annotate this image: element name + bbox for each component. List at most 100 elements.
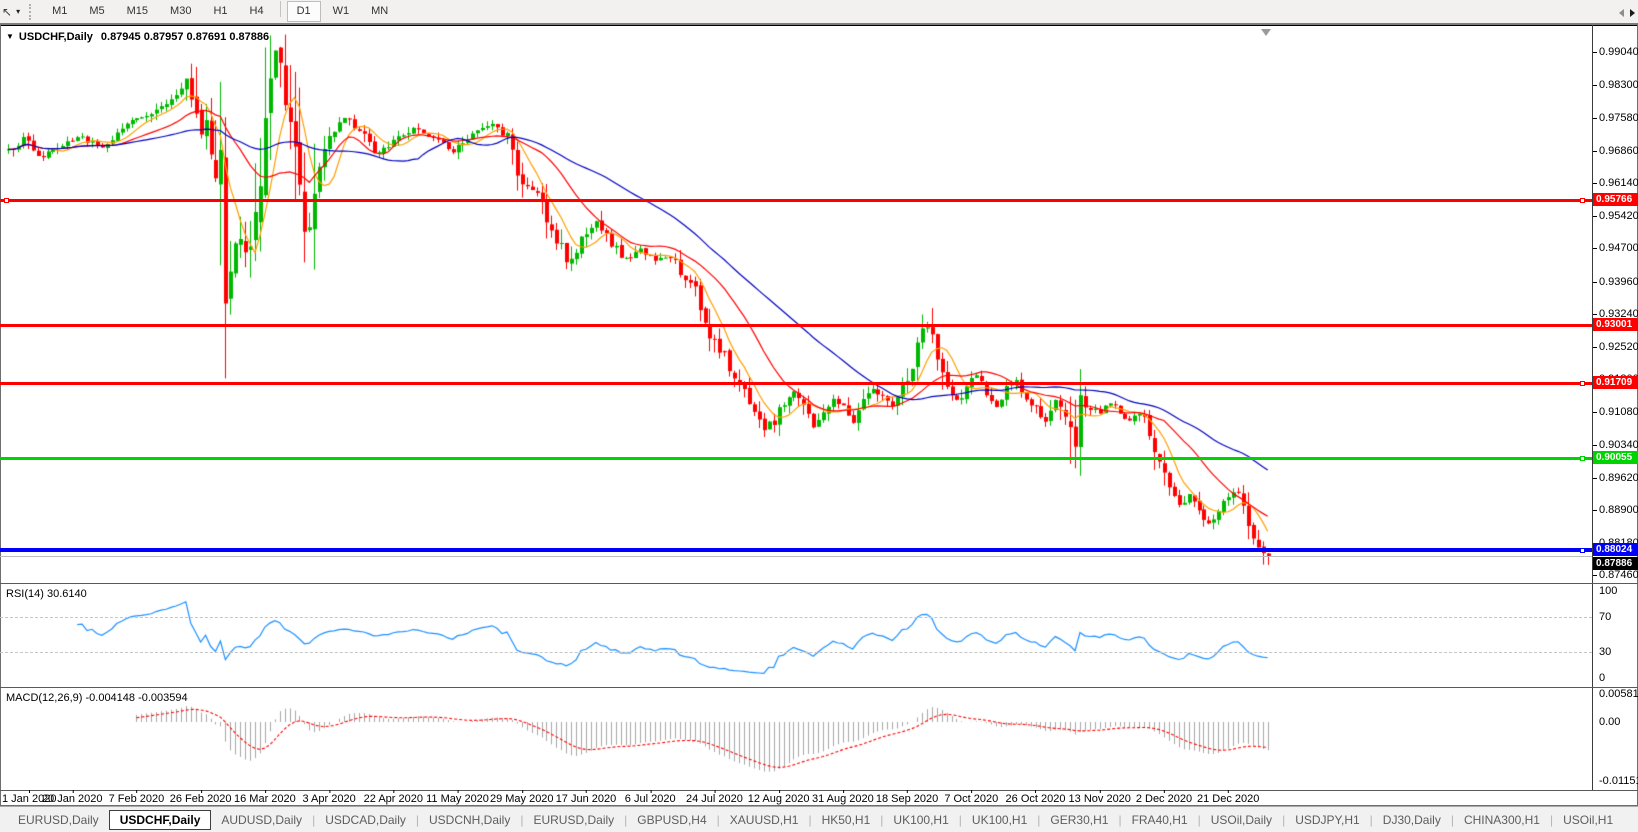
timeframe-button-m15[interactable]: M15	[126, 5, 149, 17]
hline-0.88024[interactable]	[0, 548, 1592, 553]
hline-handle-icon[interactable]	[1580, 381, 1585, 386]
timeframe-button-m5[interactable]: M5	[89, 5, 105, 17]
date-axis-label: 29 May 2020	[489, 790, 554, 805]
collapse-triangle-icon[interactable]: ▼	[6, 32, 14, 41]
price-chart-canvas[interactable]	[0, 28, 1592, 583]
rsi-axis-label: 30	[1599, 646, 1612, 658]
chart-tab-usoil-daily[interactable]: USOil,Daily	[1210, 812, 1273, 827]
chart-tab-hk50-h1[interactable]: HK50,H1	[821, 812, 871, 827]
chart-tab-gbpusd-h4[interactable]: GBPUSD,H4	[637, 812, 707, 827]
tab-separator: |	[624, 812, 628, 827]
price-axis-label: 0.89620	[1593, 471, 1638, 484]
date-axis-label: 7 Feb 2020	[108, 790, 165, 805]
tab-separator: |	[415, 812, 419, 827]
cursor-icon: ↖	[2, 4, 13, 19]
price-tag-0.90055: 0.90055	[1593, 451, 1638, 464]
tab-separator: |	[1369, 812, 1373, 827]
date-axis-label: 16 Mar 2020	[233, 790, 296, 805]
hline-0.90055[interactable]	[0, 456, 1592, 461]
chart-tab-ger30-h1[interactable]: GER30,H1	[1050, 812, 1109, 827]
panel-separator-rsi[interactable]	[0, 583, 1638, 584]
timeframe-button-w1[interactable]: W1	[332, 5, 350, 17]
price-axis-label: 0.91080	[1593, 405, 1638, 418]
rsi-axis-label: 70	[1599, 611, 1612, 623]
toolbar-grip[interactable]	[29, 3, 34, 20]
price-axis-line	[1592, 25, 1593, 791]
hline-handle-icon[interactable]	[1580, 198, 1585, 203]
chart-tab-dj30-daily[interactable]: DJ30,Daily	[1382, 812, 1441, 827]
current-price-tag: 0.87886	[1593, 557, 1638, 570]
rsi-axis-label: 100	[1599, 585, 1618, 597]
tab-separator: |	[1197, 812, 1201, 827]
price-axis-label: 0.94700	[1593, 242, 1638, 255]
hline-handle-icon[interactable]	[1580, 548, 1585, 553]
rsi-current-value: 30.6140	[46, 588, 87, 600]
macd-axis-label: 0.00	[1599, 716, 1621, 728]
hline-0.91709[interactable]	[0, 381, 1592, 386]
timeframe-buttons: M1 M5 M15 M30 H1 H4 D1 W1 MN	[41, 1, 399, 22]
date-axis-label: 21 Dec 2020	[1196, 790, 1260, 805]
date-axis-label: 20 Jan 2020	[41, 790, 103, 805]
toolbar-group-separator	[279, 1, 281, 17]
rsi-level-30	[0, 652, 1592, 653]
chart-tab-xauusd-h1[interactable]: XAUUSD,H1	[729, 812, 799, 827]
price-axis-label: 0.99040	[1593, 46, 1638, 58]
price-axis-label: 0.90340	[1593, 439, 1638, 452]
price-axis-label: 0.92520	[1593, 340, 1638, 353]
chart-tab-audusd-daily[interactable]: AUDUSD,Daily	[221, 812, 303, 827]
date-axis-label: 26 Oct 2020	[1005, 790, 1066, 805]
hline-0.95766[interactable]	[0, 198, 1592, 203]
date-axis-label: 26 Feb 2020	[169, 790, 232, 805]
chart-tab-uk100-h1[interactable]: UK100,H1	[971, 812, 1028, 827]
tab-separator: |	[312, 812, 316, 827]
tab-separator: |	[1037, 812, 1041, 827]
price-axis-label: 0.95420	[1593, 209, 1638, 222]
price-tag-0.88024: 0.88024	[1593, 543, 1638, 556]
chart-shift-marker[interactable]	[1261, 29, 1271, 36]
chart-tab-usdcad-daily[interactable]: USDCAD,Daily	[325, 812, 406, 827]
macd-axis-label: -0.011514	[1599, 774, 1638, 787]
timeframe-button-d1[interactable]: D1	[286, 1, 321, 22]
timeframe-button-h1[interactable]: H1	[213, 5, 228, 17]
cursor-tool-button[interactable]: ↖ ▾	[2, 5, 20, 19]
date-axis-label: 22 Apr 2020	[363, 790, 423, 805]
chart-tab-usdjpy-h1[interactable]: USDJPY,H1	[1295, 812, 1360, 827]
chart-tab-usdchf-daily[interactable]: USDCHF,Daily	[108, 809, 212, 830]
timeframe-button-m30[interactable]: M30	[170, 5, 192, 17]
tab-separator: |	[1549, 812, 1554, 827]
time-axis-line	[0, 790, 1638, 791]
date-axis-label: 31 Aug 2020	[811, 790, 874, 805]
timeframe-button-mn[interactable]: MN	[371, 5, 389, 17]
tab-separator: |	[808, 812, 812, 827]
macd-indicator-label: MACD(12,26,9) -0.004148 -0.003594	[6, 692, 188, 704]
hline-0.93001[interactable]	[0, 324, 1592, 327]
panel-separator-macd[interactable]	[0, 687, 1638, 688]
toolbar: ↖ ▾ M1 M5 M15 M30 H1 H4 D1 W1 MN	[0, 0, 1638, 24]
chart-tab-uk100-h1[interactable]: UK100,H1	[893, 812, 949, 827]
rsi-panel-canvas[interactable]	[0, 584, 1592, 686]
chart-tab-usoil-h1[interactable]: USOil,H1	[1563, 812, 1614, 827]
current-price-line	[0, 556, 1592, 557]
rsi-indicator-label: RSI(14) 30.6140	[6, 588, 87, 600]
hline-handle-icon[interactable]	[1580, 456, 1585, 461]
tab-separator: |	[958, 812, 962, 827]
chevron-down-icon: ▾	[16, 7, 21, 16]
chart-tab-fra40-h1[interactable]: FRA40,H1	[1131, 812, 1188, 827]
tab-scroll-left-icon[interactable]	[1619, 9, 1624, 17]
timeframe-button-h4[interactable]: H4	[249, 5, 264, 17]
rsi-level-70	[0, 617, 1592, 618]
date-axis-label: 3 Apr 2020	[302, 790, 356, 805]
hline-handle-icon[interactable]	[4, 198, 9, 203]
tab-scroll-right-icon[interactable]	[1630, 9, 1635, 17]
price-axis-label: 0.96860	[1593, 144, 1638, 157]
chart-tab-eurusd-daily[interactable]: EURUSD,Daily	[533, 812, 615, 827]
macd-panel-canvas[interactable]	[0, 688, 1592, 790]
timeframe-button-m1[interactable]: M1	[52, 5, 68, 17]
chart-tab-usdcnh-daily[interactable]: USDCNH,Daily	[429, 812, 511, 827]
chart-tab-eurusd-daily[interactable]: EURUSD,Daily	[18, 812, 99, 827]
date-axis-label: 17 Jun 2020	[555, 790, 617, 805]
price-axis-label: 0.88900	[1593, 504, 1638, 517]
tab-separator: |	[716, 812, 720, 827]
chart-tab-china300-h1[interactable]: CHINA300,H1	[1463, 812, 1540, 827]
price-axis-label: 0.93240	[1593, 308, 1638, 321]
